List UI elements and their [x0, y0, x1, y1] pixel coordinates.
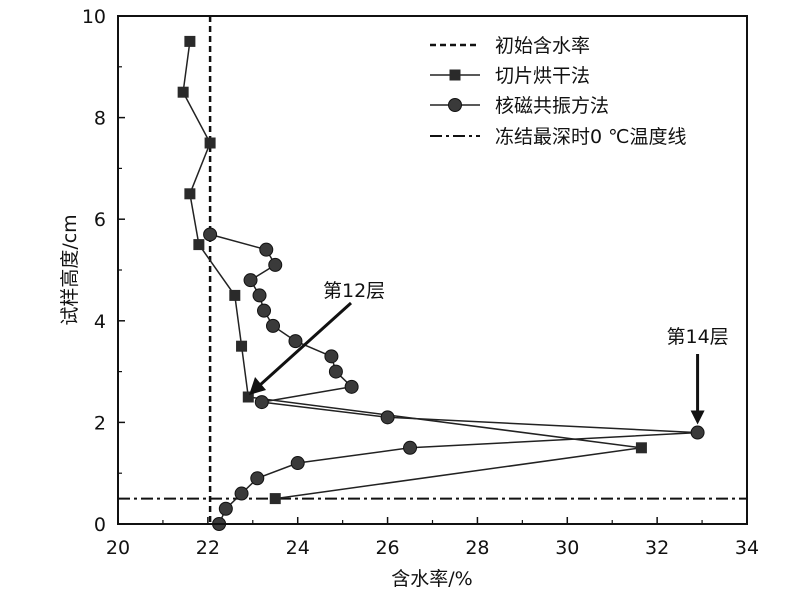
layer14-arrow-head — [690, 410, 705, 425]
legend-marker-circle — [448, 98, 462, 112]
legend-marker-square — [449, 69, 461, 81]
y-tick-label: 0 — [94, 514, 106, 536]
x-tick-label: 32 — [645, 537, 669, 559]
layer14-label: 第14层 — [666, 326, 728, 348]
nmr-point — [380, 410, 395, 425]
nmr-point — [344, 379, 359, 394]
nmr-point — [218, 501, 233, 516]
legend-label-freeze: 冻结最深时0 ℃温度线 — [495, 126, 686, 148]
y-tick-label: 4 — [94, 311, 106, 333]
nmr-point — [254, 395, 269, 410]
nmr-point — [328, 364, 343, 379]
y-tick-label: 6 — [94, 209, 106, 231]
oven-dry-point — [242, 391, 254, 403]
oven-dry-point — [204, 137, 216, 149]
oven-dry-point — [635, 442, 647, 454]
x-tick-label: 34 — [735, 537, 759, 559]
x-tick-label: 26 — [375, 537, 399, 559]
oven-dry-point — [269, 493, 281, 505]
x-tick-label: 28 — [465, 537, 489, 559]
nmr-point — [288, 334, 303, 349]
nmr-point — [259, 242, 274, 257]
nmr-point — [243, 273, 258, 288]
nmr-point — [290, 456, 305, 471]
x-tick-label: 22 — [196, 537, 220, 559]
legend-label-oven-dry: 切片烘干法 — [495, 65, 590, 87]
layer12-label: 第12层 — [323, 280, 385, 302]
x-tick-label: 20 — [106, 537, 130, 559]
nmr-point — [252, 288, 267, 303]
legend-label-nmr: 核磁共振方法 — [495, 95, 609, 117]
nmr-point — [403, 440, 418, 455]
nmr-point — [266, 318, 281, 333]
y-axis-label: 试样高度/cm — [59, 214, 81, 325]
oven-dry-line — [182, 41, 642, 500]
nmr-point — [257, 303, 272, 318]
layer12-arrow-head — [249, 377, 267, 395]
oven-dry-point — [184, 35, 196, 47]
nmr-point — [690, 425, 705, 440]
oven-dry-point — [177, 86, 189, 98]
x-tick-label: 24 — [286, 537, 310, 559]
oven-dry-point — [184, 188, 196, 200]
nmr-point — [324, 349, 339, 364]
plot-marks — [177, 35, 705, 531]
y-tick-label: 8 — [94, 108, 106, 130]
nmr-point — [234, 486, 249, 501]
nmr-point — [250, 471, 265, 486]
legend-label-initial-water: 初始含水率 — [495, 35, 590, 57]
x-axis-label: 含水率/% — [391, 568, 472, 590]
x-tick-label: 30 — [555, 537, 579, 559]
nmr-point — [268, 257, 283, 272]
nmr-point — [203, 227, 218, 242]
oven-dry-point — [229, 289, 241, 301]
y-tick-label: 2 — [94, 412, 106, 434]
y-tick-label: 10 — [82, 6, 106, 28]
oven-dry-point — [236, 340, 248, 352]
layer12-arrow-shaft — [259, 301, 353, 387]
legend: 初始含水率 切片烘干法 核磁共振方法 冻结最深时0 ℃温度线 — [430, 35, 686, 148]
oven-dry-point — [193, 239, 205, 251]
